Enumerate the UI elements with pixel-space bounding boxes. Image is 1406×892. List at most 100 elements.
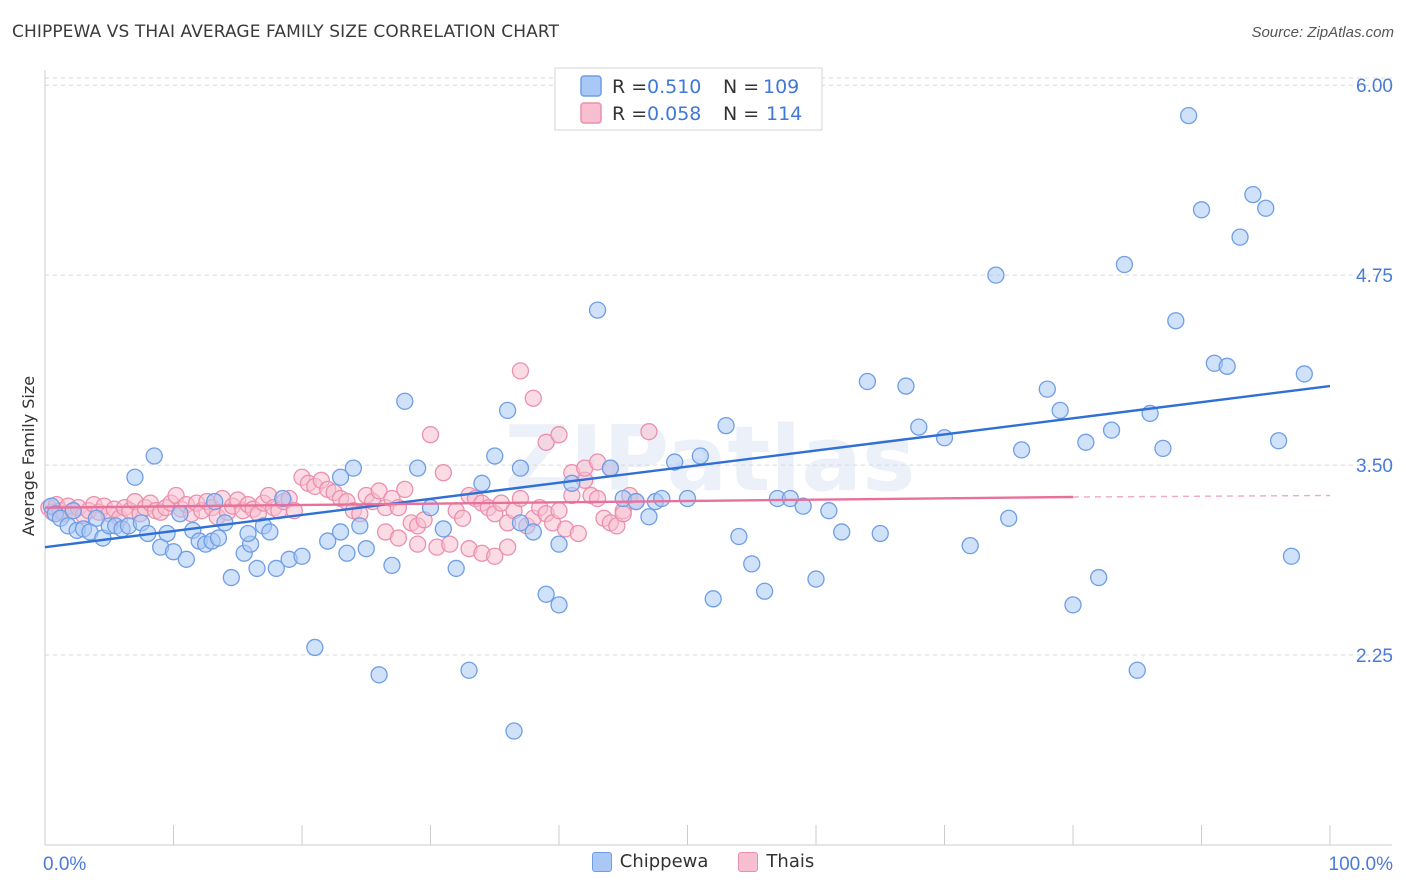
chippewa-point bbox=[1269, 432, 1288, 450]
chippewa-point bbox=[781, 489, 799, 508]
chippewa-point bbox=[1115, 255, 1134, 274]
chippewa-point bbox=[1192, 201, 1211, 219]
chippewa-point bbox=[447, 559, 465, 578]
legend-thais-r-label: R = bbox=[612, 103, 647, 125]
chippewa-swatch bbox=[591, 851, 612, 872]
thais-point bbox=[408, 535, 427, 553]
chippewa-point bbox=[717, 416, 735, 435]
legend-label-chippewa: Chippewa bbox=[619, 851, 709, 872]
chippewa-point bbox=[858, 372, 877, 391]
thais-point bbox=[396, 480, 414, 499]
chippewa-point bbox=[383, 556, 401, 575]
chippewa-point bbox=[331, 523, 350, 541]
thais-point bbox=[569, 524, 587, 543]
chippewa-point bbox=[209, 529, 228, 547]
chippewa-point bbox=[537, 585, 555, 603]
y-tick-label-2: 4.75 bbox=[1356, 266, 1393, 287]
chippewa-point bbox=[691, 447, 709, 465]
chippewa-point bbox=[205, 492, 224, 511]
chippewa-point bbox=[563, 474, 581, 492]
legend-label-thais: Thais bbox=[766, 851, 815, 872]
thais-point bbox=[389, 529, 408, 547]
chippewa-point bbox=[473, 474, 491, 492]
chippewa-point bbox=[293, 547, 311, 565]
chippewa-point bbox=[1051, 401, 1069, 420]
legend-thais-n-label: N = bbox=[723, 103, 759, 125]
legend-thais-r-value: 0.058 bbox=[647, 103, 701, 125]
thais-point bbox=[640, 423, 658, 441]
chippewa-trend-line bbox=[44, 384, 1331, 549]
thais-swatch bbox=[738, 851, 759, 872]
chippewa-point bbox=[1244, 185, 1262, 204]
chippewa-point bbox=[730, 527, 748, 546]
chippewa-point bbox=[640, 508, 658, 526]
chippewa-point bbox=[1000, 509, 1018, 527]
chippewa-point bbox=[794, 497, 812, 515]
legend-chippewa-n-value: 109 bbox=[763, 76, 799, 98]
chippewa-point bbox=[1064, 596, 1082, 614]
chippewa-point bbox=[601, 459, 620, 477]
chippewa-point bbox=[1231, 228, 1249, 246]
chippewa-point bbox=[678, 489, 697, 508]
chippewa-point bbox=[511, 459, 530, 477]
thais-trend-line bbox=[44, 495, 1074, 509]
chippewa-point bbox=[319, 532, 337, 550]
chippewa-point bbox=[145, 447, 163, 465]
chippewa-point bbox=[87, 509, 106, 527]
chippewa-point bbox=[1154, 439, 1172, 458]
chippewa-point bbox=[64, 502, 82, 520]
chippewa-point bbox=[588, 301, 607, 319]
thais-point bbox=[486, 547, 504, 565]
chippewa-point bbox=[370, 666, 388, 684]
chippewa-point bbox=[961, 536, 979, 555]
chippewa-point bbox=[897, 377, 915, 395]
chippewa-point bbox=[498, 401, 517, 420]
y-tick-label-0: 2.25 bbox=[1356, 646, 1393, 667]
chippewa-point bbox=[338, 544, 356, 562]
source-label: Source: ZipAtlas.com bbox=[1251, 24, 1394, 41]
thais-point bbox=[441, 535, 459, 553]
thais-trend-extension bbox=[1072, 494, 1331, 498]
chippewa-point bbox=[239, 524, 257, 543]
chippewa-point bbox=[1282, 547, 1301, 565]
legend-item-chippewa: Chippewa bbox=[591, 851, 709, 872]
series-chippewa bbox=[42, 106, 1313, 740]
thais-point bbox=[614, 505, 632, 523]
legend-chippewa-r-value: 0.510 bbox=[647, 76, 701, 98]
chippewa-point bbox=[1038, 380, 1056, 398]
legend-chippewa-r-label: R = bbox=[612, 76, 647, 98]
gridlines bbox=[45, 77, 1392, 656]
thais-point bbox=[370, 482, 388, 500]
thais-point bbox=[511, 362, 530, 380]
chippewa-point bbox=[666, 453, 684, 471]
axes bbox=[44, 70, 1392, 846]
chippewa-point bbox=[987, 266, 1005, 284]
chippewa-point bbox=[653, 489, 671, 508]
chippewa-point bbox=[331, 468, 350, 486]
chippewa-point bbox=[164, 543, 183, 561]
legend-thais-swatch bbox=[580, 102, 602, 124]
chart-title: CHIPPEWA VS THAI AVERAGE FAMILY SIZE COR… bbox=[12, 22, 560, 42]
chippewa-point bbox=[511, 514, 530, 532]
chippewa-point bbox=[421, 498, 440, 517]
legend-thais-n-value: 114 bbox=[766, 103, 802, 125]
y-tick-label-3: 6.00 bbox=[1356, 76, 1393, 97]
chippewa-point bbox=[820, 502, 838, 520]
chippewa-point bbox=[1295, 365, 1313, 383]
chippewa-point bbox=[344, 459, 363, 477]
chippewa-point bbox=[306, 638, 324, 657]
chippewa-point bbox=[1180, 106, 1198, 125]
chippewa-point bbox=[274, 489, 292, 508]
chippewa-point bbox=[550, 535, 568, 553]
chippewa-point bbox=[267, 559, 285, 578]
chippewa-point bbox=[486, 447, 504, 465]
chippewa-point bbox=[871, 524, 889, 543]
thais-point bbox=[550, 426, 568, 444]
chippewa-point bbox=[126, 468, 144, 486]
chippewa-point bbox=[1090, 568, 1108, 587]
thais-point bbox=[511, 489, 530, 508]
chippewa-point bbox=[755, 582, 774, 600]
chippewa-point bbox=[357, 540, 375, 558]
chippewa-point bbox=[1077, 433, 1095, 451]
